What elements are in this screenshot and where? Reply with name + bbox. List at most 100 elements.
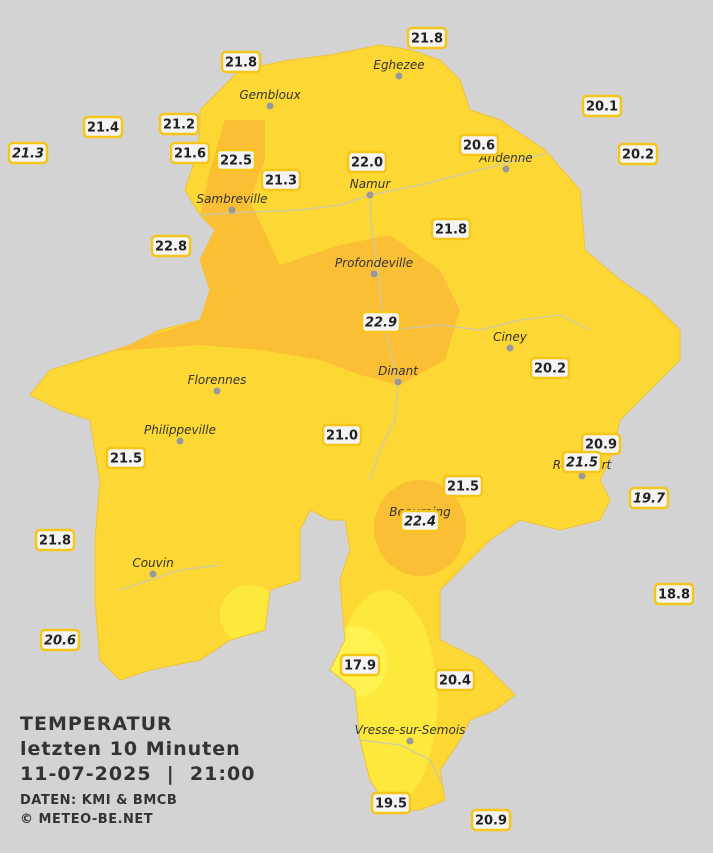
city-dot [176, 437, 184, 445]
station-value: 20.6 [463, 139, 495, 154]
station-box [220, 50, 262, 74]
station-value: 22.4 [404, 515, 436, 530]
station-box [339, 653, 381, 677]
station: 20.2 [617, 142, 659, 166]
city-label: Namur [350, 177, 392, 191]
station-value: 19.5 [375, 797, 407, 812]
station-box [7, 141, 49, 165]
stations: 21.8 21.8 20.1 21.4 21.2 20.6 20.2 21.3 21.6 22.5… [7, 26, 695, 832]
station-value: 20.9 [475, 814, 507, 829]
station-box [260, 168, 302, 192]
station-value: 21.8 [225, 56, 257, 71]
city-dot [506, 344, 514, 352]
station-box [561, 450, 603, 474]
title: TEMPERATUR [20, 713, 173, 735]
station-box [346, 150, 388, 174]
station-value: 21.5 [110, 452, 142, 467]
city-label: Florennes [188, 373, 247, 387]
station-box [628, 486, 670, 510]
station-box [434, 668, 476, 692]
station: 21.3 [260, 168, 302, 192]
station: 21.5 [105, 446, 147, 470]
station: 20.6 [458, 133, 500, 157]
station: 22.0 [346, 150, 388, 174]
station-value: 22.5 [220, 154, 252, 169]
city-label: Gembloux [239, 88, 301, 102]
city-label: Sambreville [196, 192, 267, 206]
station: 21.0 [321, 423, 363, 447]
station-box [458, 133, 500, 157]
station-value: 20.4 [439, 674, 471, 689]
city-dot [406, 737, 414, 745]
station: 20.2 [529, 356, 571, 380]
city-dot [395, 72, 403, 80]
station-box [653, 582, 695, 606]
station-box [406, 26, 448, 50]
city-dot [266, 102, 274, 110]
station-box [470, 808, 512, 832]
station: 22.5 [215, 148, 257, 172]
timestamp: 11-07-2025 | 21:00 [20, 763, 255, 785]
station-value: 22.8 [155, 240, 187, 255]
station: 19.7 [628, 486, 670, 510]
station: 21.4 [82, 115, 124, 139]
station-box [39, 628, 81, 652]
city-label: Ciney [493, 330, 528, 344]
station-box [215, 148, 257, 172]
station: 21.3 [7, 141, 49, 165]
station-value: 21.0 [326, 429, 358, 444]
cool-zone [333, 590, 437, 810]
cool-zone [220, 585, 280, 645]
station-value: 19.7 [633, 492, 666, 507]
station-box [34, 528, 76, 552]
station-value: 21.6 [174, 147, 206, 162]
credit: © METEO-BE.NET [20, 812, 153, 827]
station-value: 20.2 [622, 148, 654, 163]
station-value: 21.8 [39, 534, 71, 549]
station-value: 21.8 [411, 32, 443, 47]
station: 21.5 [442, 474, 484, 498]
station-value: 18.8 [658, 588, 690, 603]
station-box [617, 142, 659, 166]
station-value: 20.6 [44, 634, 76, 649]
city-label: Philippeville [144, 423, 216, 437]
station: 21.8 [34, 528, 76, 552]
station: 21.8 [430, 217, 472, 241]
station: 22.9 [360, 310, 402, 334]
station: 22.4 [399, 509, 441, 533]
station: 20.1 [581, 94, 623, 118]
station-value: 21.5 [566, 456, 598, 471]
station-box [529, 356, 571, 380]
station-value: 21.2 [163, 118, 195, 133]
city-label: Eghezee [373, 58, 424, 72]
station-value: 21.3 [12, 147, 44, 162]
station: 21.8 [406, 26, 448, 50]
station-value: 20.1 [586, 100, 618, 115]
station: 21.8 [220, 50, 262, 74]
station-box [360, 310, 402, 334]
station-box [150, 234, 192, 258]
city-dot [502, 165, 510, 173]
station: 21.2 [158, 112, 200, 136]
station-box [321, 423, 363, 447]
station: 18.8 [653, 582, 695, 606]
city-dot [228, 206, 236, 214]
station-box [430, 217, 472, 241]
station: 20.4 [434, 668, 476, 692]
station-value: 21.4 [87, 121, 119, 136]
city-label: Profondeville [335, 256, 413, 270]
credit: DATEN: KMI & BMCB [20, 793, 177, 808]
subtitle: letzten 10 Minuten [20, 738, 241, 760]
station: 20.6 [39, 628, 81, 652]
city-dot [213, 387, 221, 395]
station: 21.6 [169, 141, 211, 165]
station-value: 20.9 [585, 438, 617, 453]
city-dot [149, 570, 157, 578]
station-box [581, 94, 623, 118]
station: 22.8 [150, 234, 192, 258]
station: 19.5 [370, 791, 412, 815]
city-dot [366, 191, 374, 199]
city-label: Couvin [132, 556, 173, 570]
station-box [169, 141, 211, 165]
